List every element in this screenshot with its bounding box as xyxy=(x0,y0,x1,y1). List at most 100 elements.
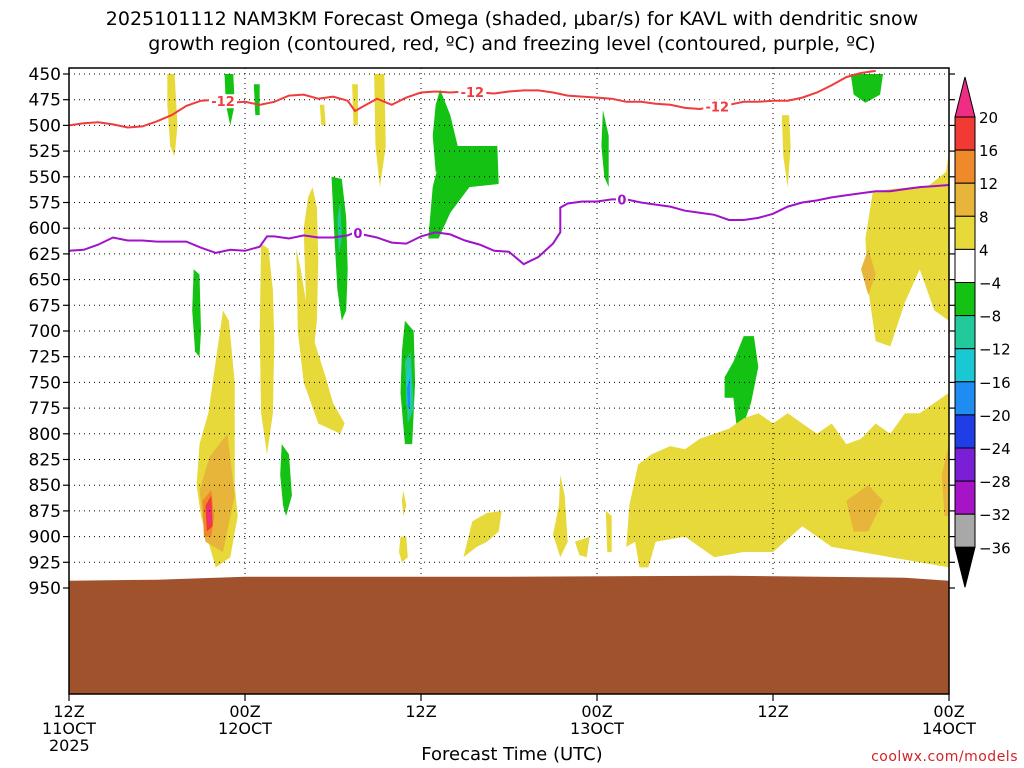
colorbar-label: −8 xyxy=(979,308,1001,326)
y-tick-label: 750 xyxy=(29,373,61,393)
plot-frame xyxy=(68,67,950,695)
x-tick-label: 00Z xyxy=(933,702,964,721)
shaded-region-11 xyxy=(865,151,949,347)
shaded-region-3 xyxy=(319,104,326,126)
contour-label-bg xyxy=(351,226,364,241)
contour-label-0-2: -12 xyxy=(706,100,730,115)
shaded-core-3 xyxy=(206,503,212,527)
shaded-region-2 xyxy=(253,84,260,116)
shaded-region-25 xyxy=(575,536,590,558)
x-tick-label: 12Z xyxy=(53,702,84,721)
x-tick-label: 12Z xyxy=(757,702,788,721)
shaded-region-4 xyxy=(352,84,358,126)
shaded-region-24 xyxy=(553,474,568,558)
x-tick-label: 14OCT xyxy=(922,719,976,738)
colorbar-swatch-4 xyxy=(954,248,976,283)
shaded-region-10 xyxy=(850,74,883,103)
colorbar-label: −28 xyxy=(979,473,1011,491)
shaded-core-10 xyxy=(407,377,410,409)
shaded-region-7 xyxy=(432,89,458,172)
colorbar-label: −16 xyxy=(979,374,1011,392)
shaded-region-9 xyxy=(781,115,791,188)
y-tick-label: 875 xyxy=(29,502,61,522)
watermark: coolwx.com/models xyxy=(871,749,1018,765)
contour-label-bg xyxy=(458,84,487,99)
contour-label-0-1: -12 xyxy=(461,86,485,101)
colorbar-top-arrow xyxy=(954,76,976,118)
shaded-region-23 xyxy=(463,510,502,558)
y-tick-label: 600 xyxy=(29,219,61,239)
shaded-region-5 xyxy=(374,74,386,188)
chart-title: 2025101112 NAM3KM Forecast Omega (shaded… xyxy=(105,8,919,30)
shaded-core-6 xyxy=(941,444,949,516)
contour-label-bg xyxy=(209,94,237,109)
y-tick-label: 650 xyxy=(29,271,61,291)
y-tick-label: 475 xyxy=(29,91,61,111)
x-axis-label: Forecast Time (UTC) xyxy=(421,744,603,765)
y-tick-label: 725 xyxy=(29,348,61,368)
shaded-region-26 xyxy=(605,510,612,552)
y-tick-label: 850 xyxy=(29,476,61,496)
y-tick-label: 575 xyxy=(29,194,61,214)
contour-label-0-0: -12 xyxy=(211,95,235,110)
colorbar-label: 8 xyxy=(979,208,989,226)
colorbar-swatch-1 xyxy=(954,149,976,184)
colorbar-swatch-7 xyxy=(954,348,976,383)
shaded-region-14 xyxy=(259,243,275,455)
contour-label-bg xyxy=(703,99,732,114)
colorbar-label: −20 xyxy=(979,407,1011,425)
colorbar-swatch-10 xyxy=(954,447,976,482)
y-tick-label: 825 xyxy=(29,451,61,471)
colorbar-swatch-6 xyxy=(954,315,976,350)
colorbar-label: −4 xyxy=(979,275,1001,293)
x-tick-label: 00Z xyxy=(581,702,612,721)
y-tick-label: 450 xyxy=(29,65,61,85)
colorbar-label: −36 xyxy=(979,539,1011,557)
contour-label-1-0: 0 xyxy=(353,227,362,242)
colorbar-swatch-12 xyxy=(954,513,976,548)
y-tick-label: 950 xyxy=(29,579,61,599)
colorbar-swatch-5 xyxy=(954,282,976,317)
x-tick-label: 12OCT xyxy=(218,719,272,738)
y-tick-label: 925 xyxy=(29,553,61,573)
y-tick-label: 525 xyxy=(29,142,61,162)
colorbar-swatch-11 xyxy=(954,480,976,515)
shaded-region-15 xyxy=(296,248,345,434)
y-tick-label: 800 xyxy=(29,425,61,445)
chart-subtitle: growth region (contoured, red, ºC) and f… xyxy=(148,33,876,55)
y-tick-label: 700 xyxy=(29,322,61,342)
contour-line-1 xyxy=(69,184,949,266)
y-tick-label: 500 xyxy=(29,116,61,136)
colorbar-swatch-2 xyxy=(954,182,976,217)
y-tick-label: 675 xyxy=(29,296,61,316)
contour-label-bg xyxy=(615,192,628,207)
colorbar-swatch-9 xyxy=(954,414,976,449)
shaded-region-21 xyxy=(399,536,408,563)
colorbar-swatch-0 xyxy=(954,116,976,151)
x-tick-label: 11OCT xyxy=(42,719,96,738)
colorbar-bottom-arrow xyxy=(954,546,976,588)
shaded-region-20 xyxy=(401,490,407,516)
shaded-region-27 xyxy=(626,392,949,568)
y-tick-label: 550 xyxy=(29,168,61,188)
colorbar-label: 20 xyxy=(979,109,998,127)
colorbar-label: −12 xyxy=(979,341,1011,359)
x-tick-label: 12Z xyxy=(405,702,436,721)
y-tick-label: 775 xyxy=(29,399,61,419)
shaded-region-18 xyxy=(280,444,292,516)
colorbar-swatch-3 xyxy=(954,215,976,250)
shaded-core-4 xyxy=(861,248,876,295)
colorbar-label: 16 xyxy=(979,142,998,160)
y-tick-label: 625 xyxy=(29,245,61,265)
shaded-core-5 xyxy=(846,485,883,532)
contour-label-1-1: 0 xyxy=(617,193,626,208)
y-tick-label: 900 xyxy=(29,528,61,548)
colorbar-label: −24 xyxy=(979,440,1011,458)
x-tick-label: 13OCT xyxy=(570,719,624,738)
shaded-region-8 xyxy=(601,110,609,188)
colorbar-label: 12 xyxy=(979,175,998,193)
shaded-region-22 xyxy=(724,336,759,424)
colorbar-swatch-8 xyxy=(954,381,976,416)
x-tick-label: 2025 xyxy=(49,736,90,755)
